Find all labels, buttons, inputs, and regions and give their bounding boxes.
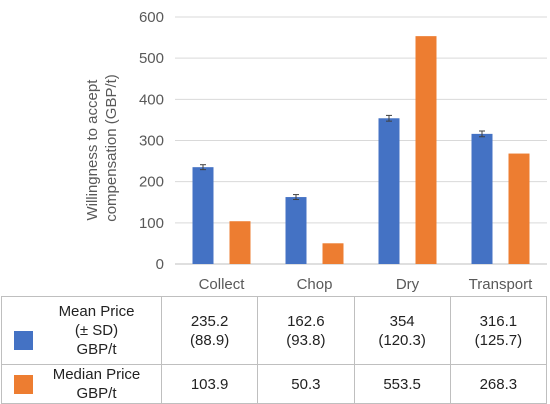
data-table: Mean Price (± SD) GBP/t 235.2 (88.9) 162.…	[1, 296, 548, 404]
table-cell-median-dry: 553.5	[353, 364, 451, 404]
table-cell-median-collect: 103.9	[160, 364, 259, 404]
error-bar-chop	[293, 194, 299, 201]
error-bar-dry	[386, 114, 392, 122]
y-tick-label: 600	[139, 9, 164, 26]
y-tick-label: 500	[139, 50, 164, 67]
category-label-chop: Chop	[297, 276, 333, 293]
table-cell-median-chop: 50.3	[257, 364, 355, 404]
category-labels: Collect Chop Dry Transport	[199, 276, 534, 293]
error-bar-collect	[200, 164, 206, 171]
bar-mean-transport	[471, 133, 493, 264]
table-cell-mean-transport: 316.1 (125.7)	[449, 296, 548, 365]
table-row-median: Median Price GBP/t 103.9 50.3 553.5 268.…	[1, 364, 548, 404]
y-tick-label: 300	[139, 133, 164, 150]
legend-swatch-mean	[14, 331, 33, 350]
table-cell-mean-dry: 354 (120.3)	[353, 296, 451, 365]
bar-median-dry	[415, 36, 437, 264]
y-tick-label: 0	[156, 256, 164, 273]
legend-swatch-median	[14, 375, 33, 394]
legend-cell-median: Median Price GBP/t	[1, 364, 162, 404]
bar-median-collect	[229, 221, 251, 264]
bar-chart: 0 100 200 300 400 500 600 Collect Chop Dry Transp…	[84, 9, 547, 293]
bar-median-chop	[322, 243, 344, 264]
legend-label-median: Median Price GBP/t	[52, 366, 141, 402]
category-label-transport: Transport	[469, 276, 533, 293]
category-label-collect: Collect	[199, 276, 246, 293]
y-axis-label-line2: compensation (GBP/t)	[103, 74, 120, 222]
error-bar-transport	[479, 130, 485, 138]
y-tick-label: 100	[139, 215, 164, 232]
bar-mean-chop	[285, 197, 307, 264]
y-axis-ticks: 0 100 200 300 400 500 600	[139, 9, 164, 273]
legend-label-mean: Mean Price (± SD) GBP/t	[58, 303, 135, 358]
y-tick-label: 400	[139, 91, 164, 108]
legend-cell-mean: Mean Price (± SD) GBP/t	[1, 296, 162, 365]
table-cell-mean-chop: 162.6 (93.8)	[257, 296, 355, 365]
bar-mean-dry	[378, 118, 400, 265]
table-cell-mean-collect: 235.2 (88.9)	[160, 296, 259, 365]
table-cell-median-transport: 268.3	[449, 364, 548, 404]
bar-median-transport	[508, 153, 530, 264]
category-label-dry: Dry	[396, 276, 420, 293]
bars	[192, 36, 530, 265]
bar-mean-collect	[192, 167, 214, 264]
y-axis-label-line1: Willingness to accept	[84, 79, 101, 221]
table-row-mean: Mean Price (± SD) GBP/t 235.2 (88.9) 162.…	[1, 296, 548, 365]
y-tick-label: 200	[139, 174, 164, 191]
y-axis-label: Willingness to accept compensation (GBP/…	[84, 74, 120, 222]
